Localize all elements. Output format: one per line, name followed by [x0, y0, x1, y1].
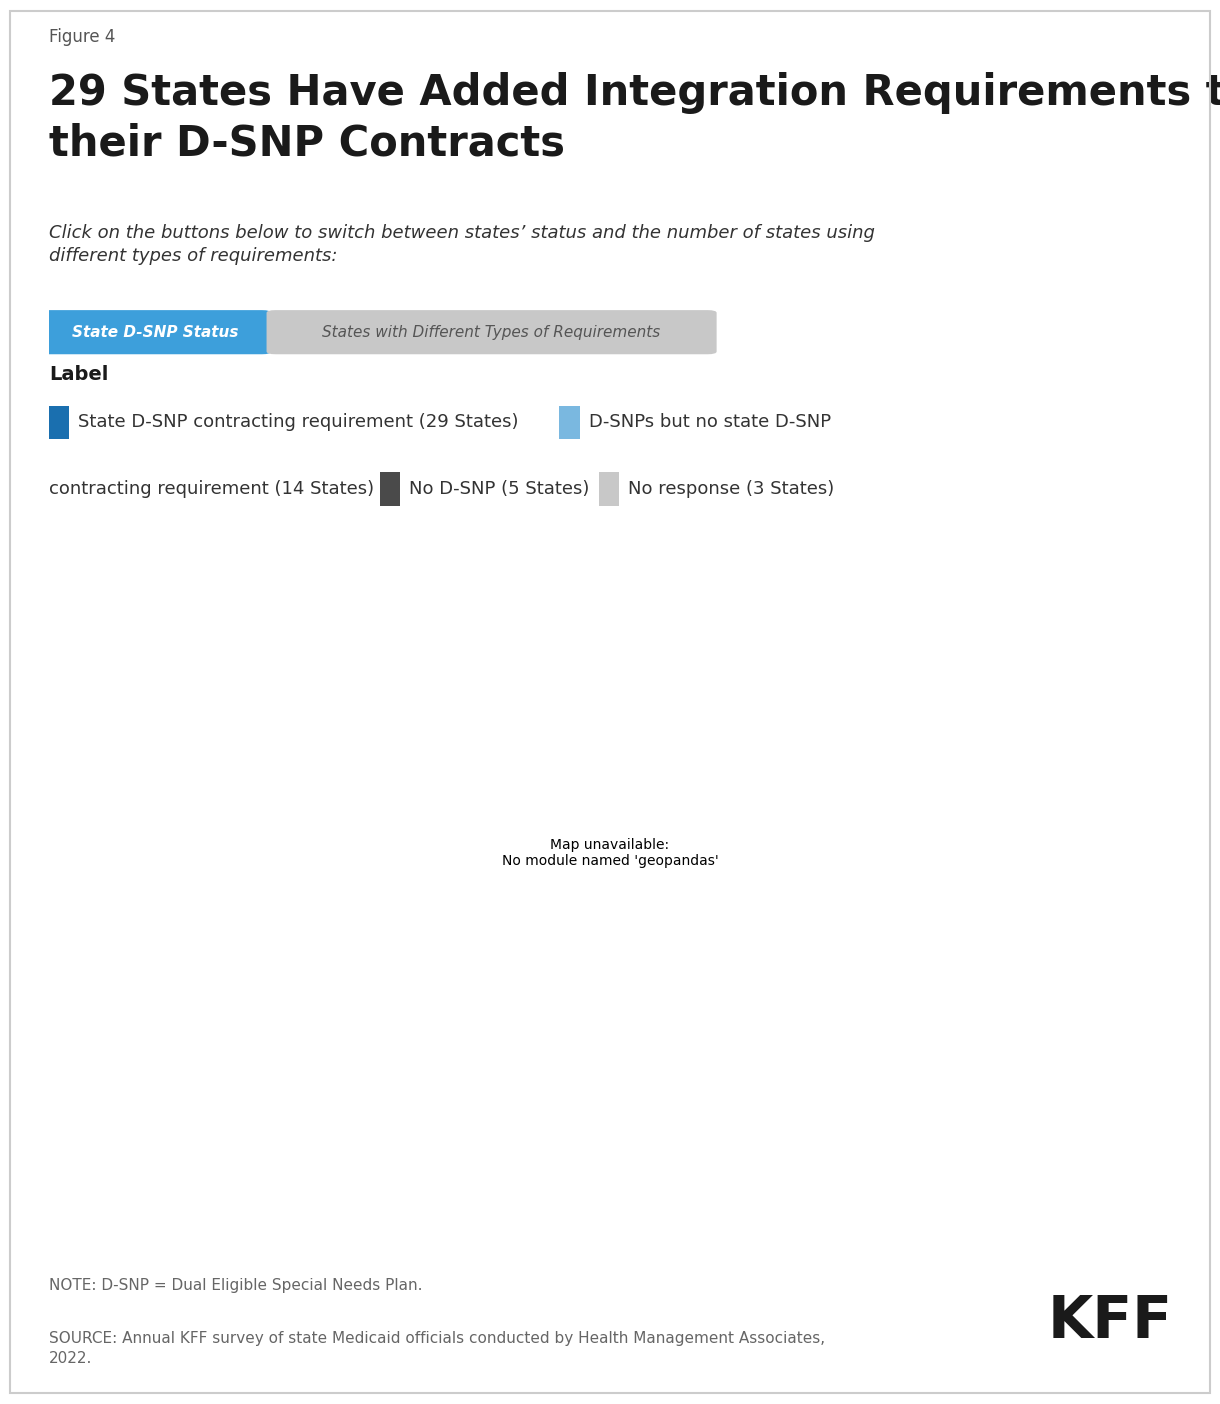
Text: No D-SNP (5 States): No D-SNP (5 States): [409, 480, 589, 498]
Text: No response (3 States): No response (3 States): [628, 480, 834, 498]
Text: Figure 4: Figure 4: [49, 28, 115, 46]
FancyBboxPatch shape: [266, 310, 716, 354]
Bar: [560, 406, 580, 439]
Text: contracting requirement (14 States): contracting requirement (14 States): [49, 480, 373, 498]
Text: KFF: KFF: [1048, 1293, 1174, 1351]
Text: State D-SNP contracting requirement (29 States): State D-SNP contracting requirement (29 …: [78, 413, 518, 431]
Bar: [599, 472, 619, 505]
Text: State D-SNP Status: State D-SNP Status: [72, 324, 239, 340]
Text: D-SNPs but no state D-SNP: D-SNPs but no state D-SNP: [589, 413, 831, 431]
Text: Map unavailable:
No module named 'geopandas': Map unavailable: No module named 'geopan…: [501, 838, 719, 868]
Text: Click on the buttons below to switch between states’ status and the number of st: Click on the buttons below to switch bet…: [49, 223, 875, 265]
Text: Label: Label: [49, 365, 109, 385]
Bar: [49, 406, 70, 439]
Text: SOURCE: Annual KFF survey of state Medicaid officials conducted by Health Manage: SOURCE: Annual KFF survey of state Medic…: [49, 1331, 825, 1366]
Text: 29 States Have Added Integration Requirements to
their D-SNP Contracts: 29 States Have Added Integration Require…: [49, 72, 1220, 164]
FancyBboxPatch shape: [40, 310, 271, 354]
Text: States with Different Types of Requirements: States with Different Types of Requireme…: [322, 324, 661, 340]
Bar: [379, 472, 400, 505]
Text: NOTE: D-SNP = Dual Eligible Special Needs Plan.: NOTE: D-SNP = Dual Eligible Special Need…: [49, 1278, 422, 1293]
